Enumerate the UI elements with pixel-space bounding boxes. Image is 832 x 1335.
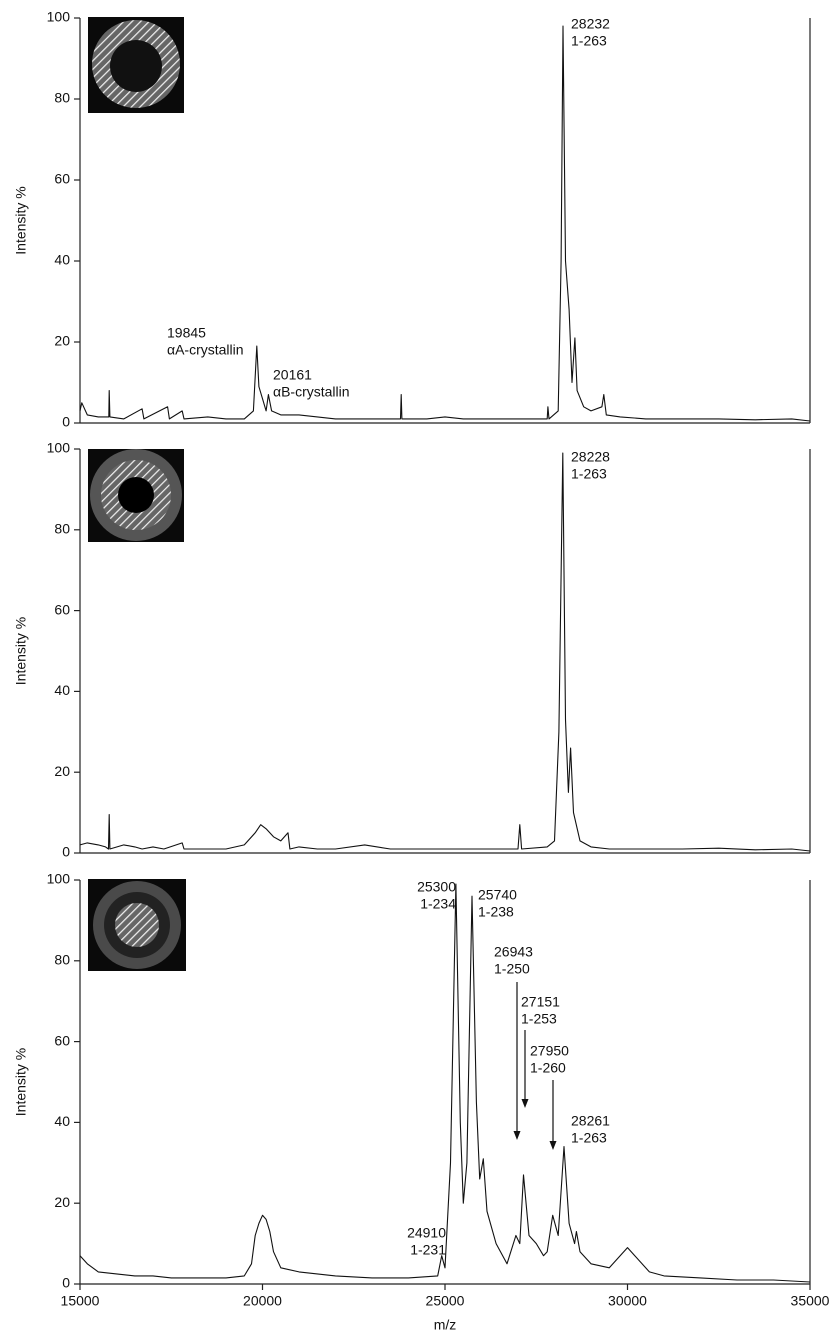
- peak-annotation: 19845: [167, 325, 206, 341]
- peak-annotation: 1-263: [571, 466, 607, 482]
- y-tick-label: 80: [54, 90, 70, 106]
- y-tick-label: 100: [47, 9, 71, 25]
- y-tick-label: 60: [54, 1032, 70, 1048]
- peak-annotation: 25300: [417, 879, 456, 895]
- y-tick-label: 20: [54, 1194, 70, 1210]
- y-tick-label: 0: [62, 844, 70, 860]
- peak-annotation: αB-crystallin: [273, 384, 350, 400]
- y-tick-label: 80: [54, 952, 70, 968]
- y-tick-label: 0: [62, 414, 70, 430]
- y-tick-label: 20: [54, 333, 70, 349]
- peak-annotation: 28228: [571, 449, 610, 465]
- y-axis-label: Intensity %: [13, 617, 29, 685]
- arrow-head: [521, 1099, 529, 1108]
- x-tick-label: 20000: [243, 1293, 282, 1309]
- arrow-head: [549, 1141, 557, 1150]
- peak-annotation: 28232: [571, 16, 610, 32]
- peak-annotation: 28261: [571, 1113, 610, 1129]
- peak-annotation: 1-263: [571, 1130, 607, 1146]
- x-tick-label: 25000: [426, 1293, 465, 1309]
- spectrum-line: [79, 25, 811, 422]
- y-tick-label: 40: [54, 682, 70, 698]
- y-axis-label: Intensity %: [13, 1048, 29, 1116]
- peak-annotation: 24910: [407, 1225, 446, 1241]
- peak-annotation: 26943: [494, 944, 533, 960]
- peak-annotation: 25740: [478, 887, 517, 903]
- peak-annotation: 1-250: [494, 961, 530, 977]
- spectrum-line: [79, 452, 811, 852]
- peak-annotation: αA-crystallin: [167, 342, 244, 358]
- peak-annotation: 1-231: [410, 1242, 446, 1258]
- x-tick-label: 35000: [791, 1293, 830, 1309]
- inset-image: [88, 449, 184, 542]
- peak-annotation: 20161: [273, 367, 312, 383]
- peak-annotation: 1-260: [530, 1060, 566, 1076]
- y-tick-label: 100: [47, 871, 71, 887]
- y-tick-label: 60: [54, 601, 70, 617]
- peak-annotation: 27151: [521, 994, 560, 1010]
- inset-image: [88, 879, 186, 971]
- peak-annotation: 27950: [530, 1043, 569, 1059]
- arrow-head: [513, 1131, 521, 1140]
- x-tick-label: 30000: [608, 1293, 647, 1309]
- y-tick-label: 20: [54, 763, 70, 779]
- peak-annotation: 1-238: [478, 904, 514, 920]
- x-axis-label: m/z: [434, 1317, 457, 1333]
- y-tick-label: 80: [54, 521, 70, 537]
- spectrum-line: [79, 883, 811, 1283]
- y-tick-label: 40: [54, 1113, 70, 1129]
- y-tick-label: 100: [47, 440, 71, 456]
- inset-image: [88, 17, 184, 113]
- y-tick-label: 60: [54, 171, 70, 187]
- x-tick-label: 15000: [61, 1293, 100, 1309]
- peak-annotation: 1-234: [420, 896, 456, 912]
- y-tick-label: 40: [54, 252, 70, 268]
- peak-annotation: 1-253: [521, 1011, 557, 1027]
- y-axis-label: Intensity %: [13, 186, 29, 254]
- y-tick-label: 0: [62, 1275, 70, 1291]
- peak-annotation: 1-263: [571, 33, 607, 49]
